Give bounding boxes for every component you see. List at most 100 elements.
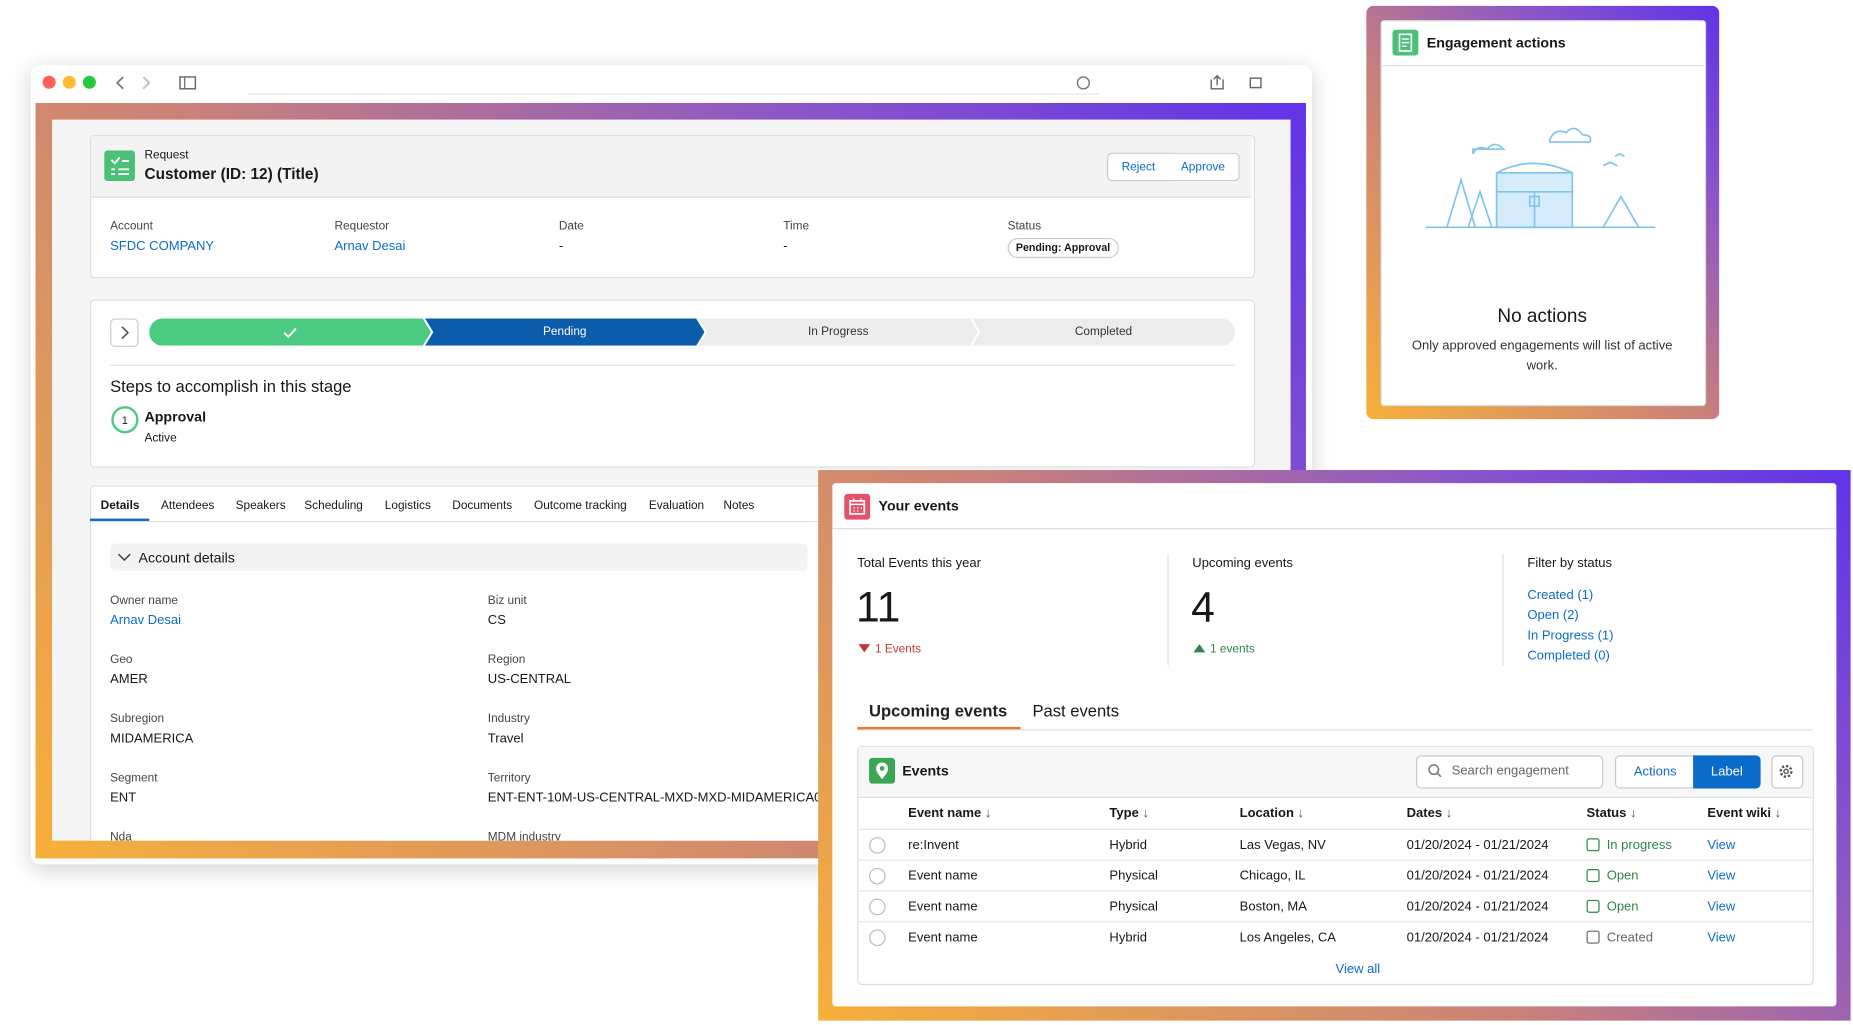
events-card-title: Events — [902, 762, 949, 780]
field-value: AMER — [110, 672, 148, 687]
window-maximize[interactable] — [82, 75, 96, 89]
column-header[interactable]: Event name — [908, 806, 991, 820]
field-value: - — [558, 239, 564, 254]
cell: Event name — [908, 869, 978, 884]
tab[interactable]: Attendees — [161, 499, 215, 513]
reject-button[interactable]: Reject — [1107, 152, 1170, 182]
engagement-icon — [1392, 29, 1419, 56]
column-header[interactable]: Status — [1587, 806, 1637, 820]
stat-delta: 1 Events — [874, 642, 922, 656]
address-bar[interactable] — [248, 93, 1099, 95]
back-button[interactable] — [115, 76, 124, 90]
row-checkbox[interactable] — [869, 929, 886, 947]
tabs-divider — [89, 520, 1253, 523]
status-icon — [1586, 838, 1600, 852]
field-value: ENT-ENT-10M-US-CENTRAL-MXD-MXD-MIDAMERIC… — [487, 790, 829, 806]
row-checkbox[interactable] — [869, 867, 886, 885]
cell: Chicago, IL — [1239, 869, 1306, 884]
step-name: Approval — [144, 408, 207, 426]
column-header[interactable]: Dates — [1407, 806, 1453, 820]
events-tab-underline — [857, 726, 1021, 730]
cell: Hybrid — [1109, 838, 1148, 853]
status-icon — [1586, 869, 1600, 883]
status-icon — [1586, 899, 1600, 913]
status-badge: Pending: Approval — [1007, 237, 1119, 259]
filter-option[interactable]: Open (2) — [1527, 608, 1579, 623]
row-checkbox[interactable] — [869, 837, 886, 854]
events-icon — [844, 493, 871, 520]
toolbar-icons — [115, 74, 1262, 90]
window-close[interactable] — [42, 75, 56, 89]
field-value[interactable]: SFDC COMPANY — [110, 239, 215, 254]
tab[interactable]: Evaluation — [648, 499, 705, 513]
wiki-link[interactable]: View — [1707, 869, 1736, 884]
cell: 01/20/2024 - 01/21/2024 — [1406, 869, 1549, 884]
sidebar-button[interactable] — [179, 76, 197, 90]
reload-button[interactable] — [1076, 76, 1090, 90]
stage-upcoming[interactable]: In Progress — [699, 318, 978, 345]
column-header[interactable]: Type — [1109, 806, 1149, 820]
empty-title: No actions — [1497, 306, 1587, 327]
cell: Physical — [1109, 869, 1158, 884]
stage-upcoming[interactable]: Completed — [972, 318, 1235, 346]
status-text: Open — [1606, 869, 1639, 884]
active-tab-underline — [89, 518, 150, 521]
empty-illustration — [1425, 127, 1656, 229]
path-toggle[interactable] — [110, 318, 139, 347]
share-button[interactable] — [1210, 74, 1224, 90]
events-tab-active[interactable]: Upcoming events — [869, 700, 1008, 720]
settings-icon — [1779, 764, 1793, 778]
window-minimize[interactable] — [62, 75, 76, 89]
settings-button[interactable] — [1771, 755, 1804, 789]
filter-option[interactable]: In Progress (1) — [1527, 628, 1614, 643]
actions-button[interactable]: Actions — [1614, 755, 1696, 789]
field-label: Geo — [110, 653, 133, 667]
field-label: Date — [558, 220, 584, 234]
column-header[interactable]: Event wiki — [1707, 806, 1781, 820]
field-label: Industry — [487, 712, 530, 726]
wiki-link[interactable]: View — [1707, 930, 1736, 945]
cell: Event name — [908, 930, 978, 945]
trend-icon — [858, 644, 871, 653]
tab[interactable]: Documents — [452, 499, 513, 513]
stage-complete[interactable] — [149, 318, 431, 345]
field-value[interactable]: Arnav Desai — [110, 613, 182, 628]
cell: Physical — [1109, 899, 1158, 915]
tab[interactable]: Logistics — [384, 499, 431, 513]
field-value[interactable]: Arnav Desai — [334, 239, 406, 254]
wiki-link[interactable]: View — [1707, 899, 1736, 915]
tab[interactable]: Scheduling — [304, 499, 363, 513]
filter-option[interactable]: Completed (0) — [1527, 648, 1610, 664]
cell: Las Vegas, NV — [1239, 838, 1326, 853]
label-button[interactable]: Label — [1693, 755, 1761, 789]
accordion-header[interactable] — [110, 543, 808, 571]
events-card-icon — [869, 757, 896, 784]
field-label: Account — [110, 220, 153, 234]
row-checkbox[interactable] — [869, 898, 886, 916]
tab[interactable]: Details — [100, 499, 140, 513]
stat-value: 11 — [856, 582, 901, 632]
approve-button[interactable]: Approve — [1167, 152, 1240, 182]
tabs-button[interactable] — [1249, 77, 1262, 89]
wiki-link[interactable]: View — [1707, 838, 1736, 853]
tab[interactable]: Outcome tracking — [533, 499, 627, 513]
tab[interactable]: Speakers — [235, 499, 286, 513]
forward-button[interactable] — [142, 76, 151, 90]
empty-text: Only approved engagements will list of a… — [1411, 338, 1673, 373]
table-header-bg — [858, 798, 1812, 829]
trend-icon — [1193, 644, 1206, 653]
tab[interactable]: Notes — [723, 499, 755, 513]
engagement-title: Engagement actions — [1426, 34, 1566, 51]
view-all-link[interactable]: View all — [1335, 962, 1381, 977]
filter-option[interactable]: Created (1) — [1527, 588, 1594, 603]
events-tab[interactable]: Past events — [1032, 700, 1120, 720]
accordion-title: Account details — [138, 549, 235, 566]
table-row: Event name Physical Boston, MA 01/20/2024 -… — [857, 890, 1813, 922]
cell: 01/20/2024 - 01/21/2024 — [1406, 899, 1549, 915]
stage-current[interactable]: Pending — [425, 318, 704, 345]
search-box[interactable] — [1416, 755, 1604, 789]
column-header[interactable]: Location — [1240, 806, 1304, 820]
cell: 01/20/2024 - 01/21/2024 — [1406, 930, 1549, 945]
request-header — [91, 136, 1252, 198]
